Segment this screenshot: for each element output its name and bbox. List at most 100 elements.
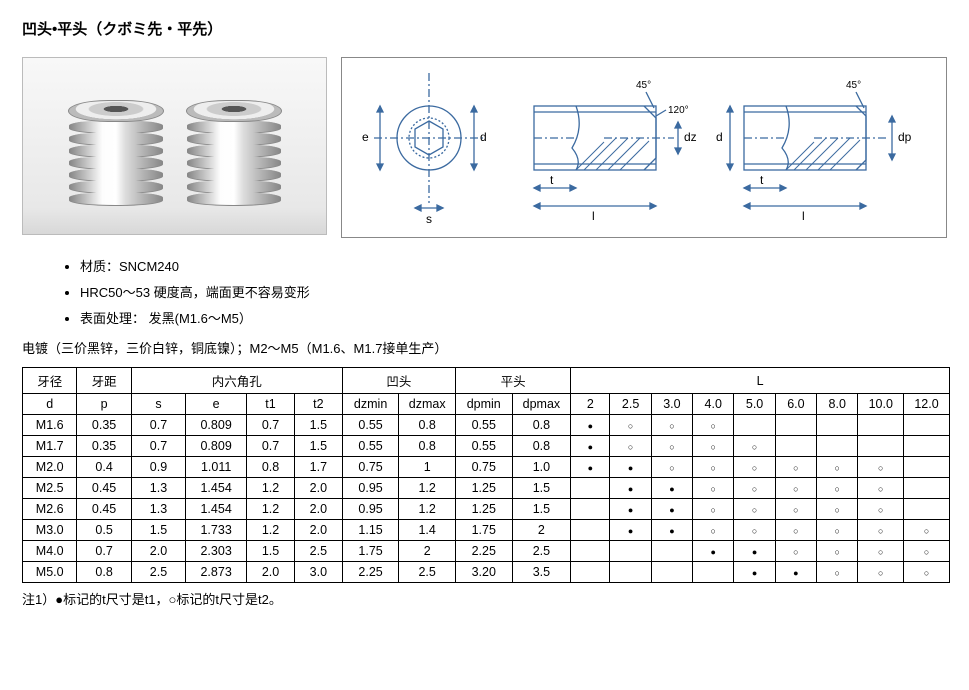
cell: 1.5 <box>294 436 342 457</box>
th: 6.0 <box>775 394 816 415</box>
cell: 1.2 <box>247 499 295 520</box>
cell: 0.45 <box>77 478 131 499</box>
label-d2: d <box>716 130 723 144</box>
mark-cell: ○ <box>817 562 858 583</box>
cell: 1.2 <box>247 478 295 499</box>
cell: M4.0 <box>23 541 77 562</box>
cell: 0.8 <box>77 562 131 583</box>
th: dpmin <box>455 394 512 415</box>
cell: 0.55 <box>342 436 399 457</box>
mark-cell <box>610 562 651 583</box>
cell: 3.0 <box>294 562 342 583</box>
product-photo <box>22 57 327 235</box>
cell: 0.5 <box>77 520 131 541</box>
cell: 2.873 <box>186 562 247 583</box>
mark-cell: ○ <box>817 457 858 478</box>
th: 5.0 <box>734 394 775 415</box>
mark-cell: ○ <box>858 457 904 478</box>
table-row: M2.60.451.31.4541.22.00.951.21.251.5●●○○… <box>23 499 950 520</box>
bullet-item: 表面处理： 发黑(M1.6～M5） <box>80 306 947 332</box>
mark-cell: ○ <box>817 499 858 520</box>
cell: 2.0 <box>131 541 185 562</box>
mark-cell: ○ <box>734 499 775 520</box>
mark-cell: ● <box>651 499 692 520</box>
th-l-group: L <box>571 368 950 394</box>
th: dzmax <box>399 394 456 415</box>
cell: 1.454 <box>186 499 247 520</box>
header-row-1: 牙径 牙距 内六角孔 凹头 平头 L <box>23 368 950 394</box>
cell: 0.75 <box>342 457 399 478</box>
page-title: 凹头•平头（クボミ先・平先） <box>22 18 947 39</box>
mark-cell: ○ <box>651 436 692 457</box>
mark-cell: ○ <box>858 562 904 583</box>
cell: 0.55 <box>455 415 512 436</box>
table-row: M1.70.350.70.8090.71.50.550.80.550.8●○○○… <box>23 436 950 457</box>
cell: 1.5 <box>512 499 571 520</box>
mark-cell <box>571 520 610 541</box>
cell: M2.5 <box>23 478 77 499</box>
th: 10.0 <box>858 394 904 415</box>
cell: 3.5 <box>512 562 571 583</box>
label-dp: dp <box>898 130 912 144</box>
table-row: M2.50.451.31.4541.22.00.951.21.251.5●●○○… <box>23 478 950 499</box>
cell: 0.75 <box>455 457 512 478</box>
mark-cell: ○ <box>817 520 858 541</box>
cell: 1.011 <box>186 457 247 478</box>
cell: 2.5 <box>399 562 456 583</box>
mark-cell: ○ <box>610 415 651 436</box>
mark-cell <box>734 415 775 436</box>
cell: 0.8 <box>512 415 571 436</box>
cell: 0.7 <box>247 415 295 436</box>
spec-bullets: 材质：SNCM240 HRC50～53 硬度高，端面更不容易变形 表面处理： 发… <box>28 254 947 332</box>
mark-cell: ○ <box>817 541 858 562</box>
cell: M3.0 <box>23 520 77 541</box>
top-row: e d s <box>22 57 947 238</box>
screw-left <box>68 100 164 206</box>
header-row-2: d p s e t1 t2 dzmin dzmax dpmin dpmax 2 … <box>23 394 950 415</box>
cell: 2.5 <box>131 562 185 583</box>
cell: 2.0 <box>294 499 342 520</box>
th: dpmax <box>512 394 571 415</box>
table-row: M5.00.82.52.8732.03.02.252.53.203.5●●○○○ <box>23 562 950 583</box>
cell: 0.8 <box>399 436 456 457</box>
cell: 1.3 <box>131 478 185 499</box>
bullet-item: HRC50～53 硬度高，端面更不容易变形 <box>80 280 947 306</box>
mark-cell: ● <box>610 499 651 520</box>
cell: 0.8 <box>247 457 295 478</box>
th-cup-group: 凹头 <box>342 368 455 394</box>
th: e <box>186 394 247 415</box>
mark-cell: ○ <box>651 415 692 436</box>
mark-cell <box>571 541 610 562</box>
th: d <box>23 394 77 415</box>
mark-cell: ○ <box>817 478 858 499</box>
mark-cell: ○ <box>734 457 775 478</box>
mark-cell <box>693 562 734 583</box>
cell: M2.0 <box>23 457 77 478</box>
cell: 2.5 <box>512 541 571 562</box>
cell: 0.7 <box>247 436 295 457</box>
mark-cell: ○ <box>904 541 950 562</box>
mark-cell: ● <box>610 520 651 541</box>
th: t2 <box>294 394 342 415</box>
label-t1: t <box>550 173 554 187</box>
cell: 1.0 <box>512 457 571 478</box>
th: t1 <box>247 394 295 415</box>
mark-cell: ● <box>734 562 775 583</box>
label-120: 120° <box>668 105 689 116</box>
label-l1: l <box>592 209 595 223</box>
mark-cell: ○ <box>775 499 816 520</box>
th: 2 <box>571 394 610 415</box>
cell: 0.95 <box>342 499 399 520</box>
cell: M1.7 <box>23 436 77 457</box>
mark-cell: ○ <box>904 562 950 583</box>
mark-cell <box>651 541 692 562</box>
mark-cell: ○ <box>775 478 816 499</box>
mark-cell: ● <box>610 478 651 499</box>
mark-cell <box>571 499 610 520</box>
mark-cell: ○ <box>858 520 904 541</box>
mark-cell: ○ <box>775 520 816 541</box>
bullet-item: 材质：SNCM240 <box>80 254 947 280</box>
mark-cell <box>610 541 651 562</box>
mark-cell: ○ <box>693 436 734 457</box>
label-l2: l <box>802 209 805 223</box>
